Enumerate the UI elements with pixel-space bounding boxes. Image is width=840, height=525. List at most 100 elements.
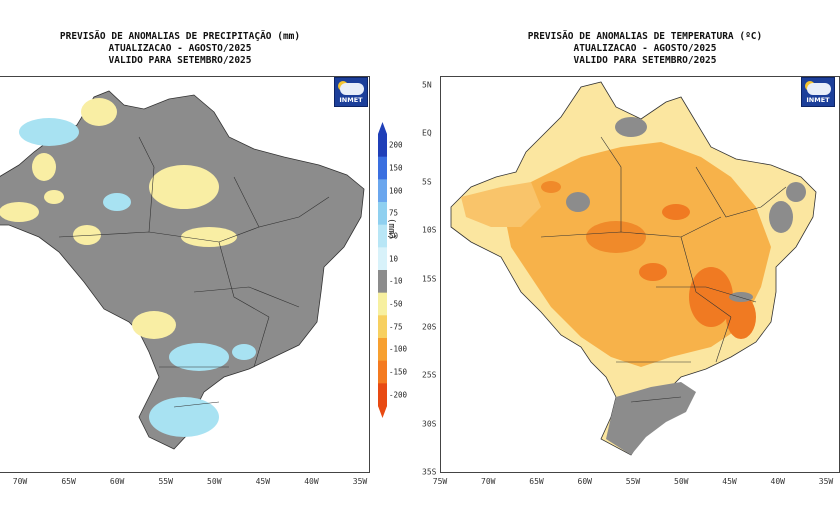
temp-dark-orange-patch xyxy=(541,181,561,193)
x-tick-label: 40W xyxy=(304,477,319,486)
x-tick-label: 75W xyxy=(432,477,448,486)
x-tick-label: 70W xyxy=(12,477,28,486)
precip-title-line2: ATUALIZACAO - AGOSTO/2025 xyxy=(108,43,252,54)
colorbar-segment xyxy=(378,360,387,384)
colorbar-svg xyxy=(378,122,387,418)
x-tick-label: 35W xyxy=(352,477,368,486)
temp-map-panel xyxy=(440,76,840,473)
inmet-logo-temp: INMET xyxy=(801,77,835,107)
precip-yellow-patch xyxy=(73,225,101,245)
y-tick-label: 35S xyxy=(422,467,437,477)
precip-yellow-patch xyxy=(81,98,117,126)
temp-gray-patch xyxy=(615,117,647,137)
colorbar-label: -200 xyxy=(389,390,408,400)
precip-yellow-patch xyxy=(32,153,56,181)
colorbar-label: 200 xyxy=(389,140,403,150)
precip-yellow-patch xyxy=(181,227,237,247)
cloud-icon xyxy=(340,83,364,95)
temp-dark-orange-patch xyxy=(586,221,646,253)
temp-gray-patch xyxy=(729,292,753,302)
precip-map-panel xyxy=(0,76,370,473)
colorbar-segment xyxy=(378,270,387,294)
colorbar-segment xyxy=(378,338,387,362)
precip-title-line3: VALIDO PARA SETEMBRO/2025 xyxy=(108,55,252,66)
x-tick-label: 65W xyxy=(529,477,544,486)
temp-title-line1: PREVISÃO DE ANOMALIAS DE TEMPERATURA (ºC… xyxy=(527,31,763,42)
x-tick-label: 50W xyxy=(207,477,222,486)
inmet-logo-text: INMET xyxy=(339,96,363,104)
temp-title-line3: VALIDO PARA SETEMBRO/2025 xyxy=(573,55,717,66)
colorbar-bars xyxy=(378,122,387,418)
x-tick-label: 55W xyxy=(625,477,641,486)
precip-map xyxy=(0,90,365,450)
colorbar-label: -50 xyxy=(389,299,403,309)
y-tick-label: 5S xyxy=(422,177,432,187)
temp-map xyxy=(450,81,817,456)
colorbar-label: -100 xyxy=(389,344,408,354)
y-tick-label: 30S xyxy=(422,419,437,429)
x-tick-label: 40W xyxy=(770,477,785,486)
cloud-icon xyxy=(807,83,831,95)
precip-blue-patch xyxy=(169,343,229,371)
colorbar-segment xyxy=(378,134,387,158)
precip-blue-patch xyxy=(232,344,256,360)
colorbar-segment xyxy=(378,224,387,248)
colorbar-segment xyxy=(378,179,387,203)
x-tick-label: 55W xyxy=(158,477,173,486)
x-tick-label: 60W xyxy=(577,477,592,486)
y-tick-label: 25S xyxy=(422,370,437,380)
precip-colorbar xyxy=(376,120,424,420)
x-tick-label: 60W xyxy=(109,477,125,486)
colorbar-top-arrow xyxy=(378,122,387,134)
temp-dark-orange-patch xyxy=(726,295,756,339)
colorbar-segment xyxy=(378,315,387,339)
colorbar-label: 150 xyxy=(389,163,403,173)
temp-gray-south xyxy=(606,382,696,455)
colorbar-label: 75 xyxy=(389,208,399,218)
colorbar-label: 100 xyxy=(389,186,403,196)
precip-state-borders xyxy=(58,136,330,408)
temp-dark-orange-patch xyxy=(689,267,733,327)
precip-title-line1: PREVISÃO DE ANOMALIAS DE PRECIPITAÇÃO (m… xyxy=(59,31,301,42)
colorbar-bottom-arrow xyxy=(378,406,387,418)
colorbar-label: 10 xyxy=(389,254,399,264)
colorbar-segment xyxy=(378,202,387,226)
temp-dark-orange-patch xyxy=(662,204,690,220)
temp-gray-patch xyxy=(786,182,806,202)
colorbar-segment xyxy=(378,156,387,180)
precip-yellow-patch xyxy=(132,311,176,339)
temp-title: PREVISÃO DE ANOMALIAS DE TEMPERATURA (ºC… xyxy=(500,31,790,67)
colorbar-segment xyxy=(378,383,387,407)
colorbar-label: -75 xyxy=(389,322,403,332)
precip-yellow-patch xyxy=(44,190,64,204)
precip-yellow-patch xyxy=(0,202,39,222)
x-tick-label: 45W xyxy=(255,477,271,486)
colorbar-segment xyxy=(378,247,387,271)
temp-gray-patch xyxy=(769,201,793,233)
temp-title-line2: ATUALIZACAO - AGOSTO/2025 xyxy=(573,43,717,54)
x-tick-label: 45W xyxy=(722,477,737,486)
precip-yellow-patch xyxy=(149,165,219,209)
y-tick-label: EQ xyxy=(422,128,432,138)
x-tick-label: 65W xyxy=(61,477,76,486)
inmet-logo-text: INMET xyxy=(806,96,830,104)
colorbar-label: 50 xyxy=(389,231,399,241)
y-tick-label: 5N xyxy=(422,80,432,90)
x-tick-label: 50W xyxy=(674,477,689,486)
x-tick-label: 70W xyxy=(481,477,496,486)
colorbar-label: -150 xyxy=(389,367,408,377)
y-tick-label: 20S xyxy=(422,322,437,332)
y-tick-label: 15S xyxy=(422,274,437,283)
precip-blue-patch xyxy=(149,397,219,437)
colorbar-segment xyxy=(378,292,387,316)
precip-blue-patch xyxy=(103,193,131,211)
inmet-logo: INMET xyxy=(334,77,368,107)
y-tick-label: 10S xyxy=(422,225,437,235)
temp-dark-orange-patch xyxy=(639,263,667,281)
temp-gray-patch xyxy=(566,192,590,212)
temp-state-borders xyxy=(540,136,787,403)
x-tick-label: 35W xyxy=(818,477,834,486)
temp-orange-light-region xyxy=(461,182,541,227)
precip-title: PREVISÃO DE ANOMALIAS DE PRECIPITAÇÃO (m… xyxy=(30,31,330,67)
precip-blue-patch xyxy=(19,118,79,146)
